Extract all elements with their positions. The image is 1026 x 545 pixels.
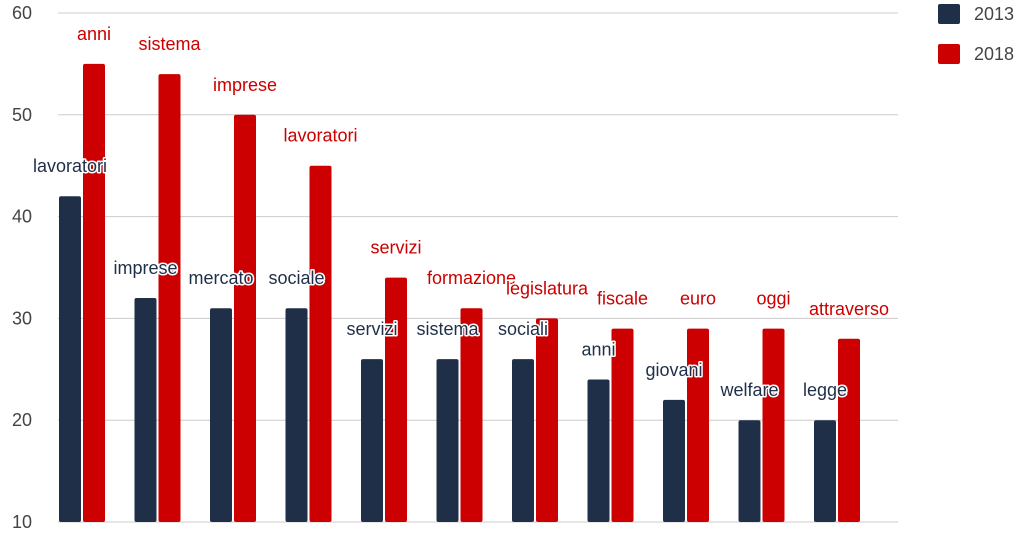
y-tick-label-60: 60	[12, 3, 32, 23]
legend-swatch-2013	[938, 4, 960, 24]
y-axis: 10 20 30 40 50 60	[12, 3, 32, 532]
y-tick-label-50: 50	[12, 105, 32, 125]
bar-2013-imprese	[134, 298, 157, 522]
bar-2018-servizi	[385, 277, 407, 522]
y-tick-label-40: 40	[12, 207, 32, 227]
bar-label-2013-sistema: sistema	[416, 319, 479, 339]
bar-label-2018-legislatura: legislatura	[506, 278, 589, 298]
bar-label-2013-sociali: sociali	[498, 319, 548, 339]
bar-2013-mercato	[210, 308, 232, 522]
bar-label-2013-anni: anni	[581, 339, 615, 359]
bar-2013-sociale	[285, 308, 308, 522]
bar-label-2018-imprese: imprese	[213, 75, 277, 95]
bar-label-2013-mercato: mercato	[188, 268, 253, 288]
bar-label-2018-sistema: sistema	[138, 34, 201, 54]
legend-label-2018: 2018	[974, 44, 1014, 64]
bar-label-2018-lavoratori: lavoratori	[283, 126, 357, 146]
bar-label-2013-servizi: servizi	[346, 319, 397, 339]
bar-label-2018-formazione: formazione	[427, 268, 516, 288]
bar-2013-anni	[587, 379, 610, 522]
bar-2013-sistema	[436, 359, 459, 522]
bar-2018-oggi	[762, 328, 785, 522]
bar-label-2013-lavoratori: lavoratori	[33, 156, 107, 176]
bar-2013-lavoratori	[59, 196, 81, 523]
bar-label-2018-attraverso: attraverso	[809, 299, 889, 319]
bar-label-2013-welfare: welfare	[719, 380, 778, 400]
bar-label-2018-fiscale: fiscale	[597, 289, 648, 309]
bar-label-2013-sociale: sociale	[268, 268, 324, 288]
bar-2013-giovani	[663, 399, 685, 522]
bar-labels: lavoratori anni imprese sistema mercato impre…	[31, 22, 890, 401]
bar-2018-attraverso	[838, 338, 860, 522]
bar-2018-legislatura	[536, 318, 558, 522]
bar-2018-anni	[83, 63, 105, 523]
bar-2018-imprese	[234, 114, 256, 523]
legend: 2013 2018	[938, 4, 1014, 64]
bars	[59, 63, 860, 523]
bar-label-2018-euro: euro	[680, 289, 716, 309]
bar-2018-sistema	[158, 74, 181, 522]
y-tick-label-20: 20	[12, 410, 32, 430]
legend-label-2013: 2013	[974, 4, 1014, 24]
bar-label-2018-oggi: oggi	[756, 289, 790, 309]
bar-2013-welfare	[738, 420, 761, 522]
bar-label-2013-legge: legge	[803, 380, 847, 400]
bar-2018-euro	[687, 328, 709, 522]
y-tick-label-30: 30	[12, 308, 32, 328]
bar-label-2018-anni: anni	[77, 24, 111, 44]
legend-swatch-2018	[938, 44, 960, 64]
y-tick-label-10: 10	[12, 512, 32, 532]
bar-2018-formazione	[460, 308, 483, 522]
bar-2013-servizi	[361, 359, 383, 522]
bar-label-2013-imprese: imprese	[113, 258, 177, 278]
bar-2018-fiscale	[611, 328, 634, 522]
bar-2018-lavoratori	[309, 165, 332, 522]
bar-2013-legge	[814, 420, 836, 522]
bar-label-2013-giovani: giovani	[645, 360, 702, 380]
bar-label-2018-servizi: servizi	[370, 238, 421, 258]
bar-2013-sociali	[512, 359, 534, 522]
